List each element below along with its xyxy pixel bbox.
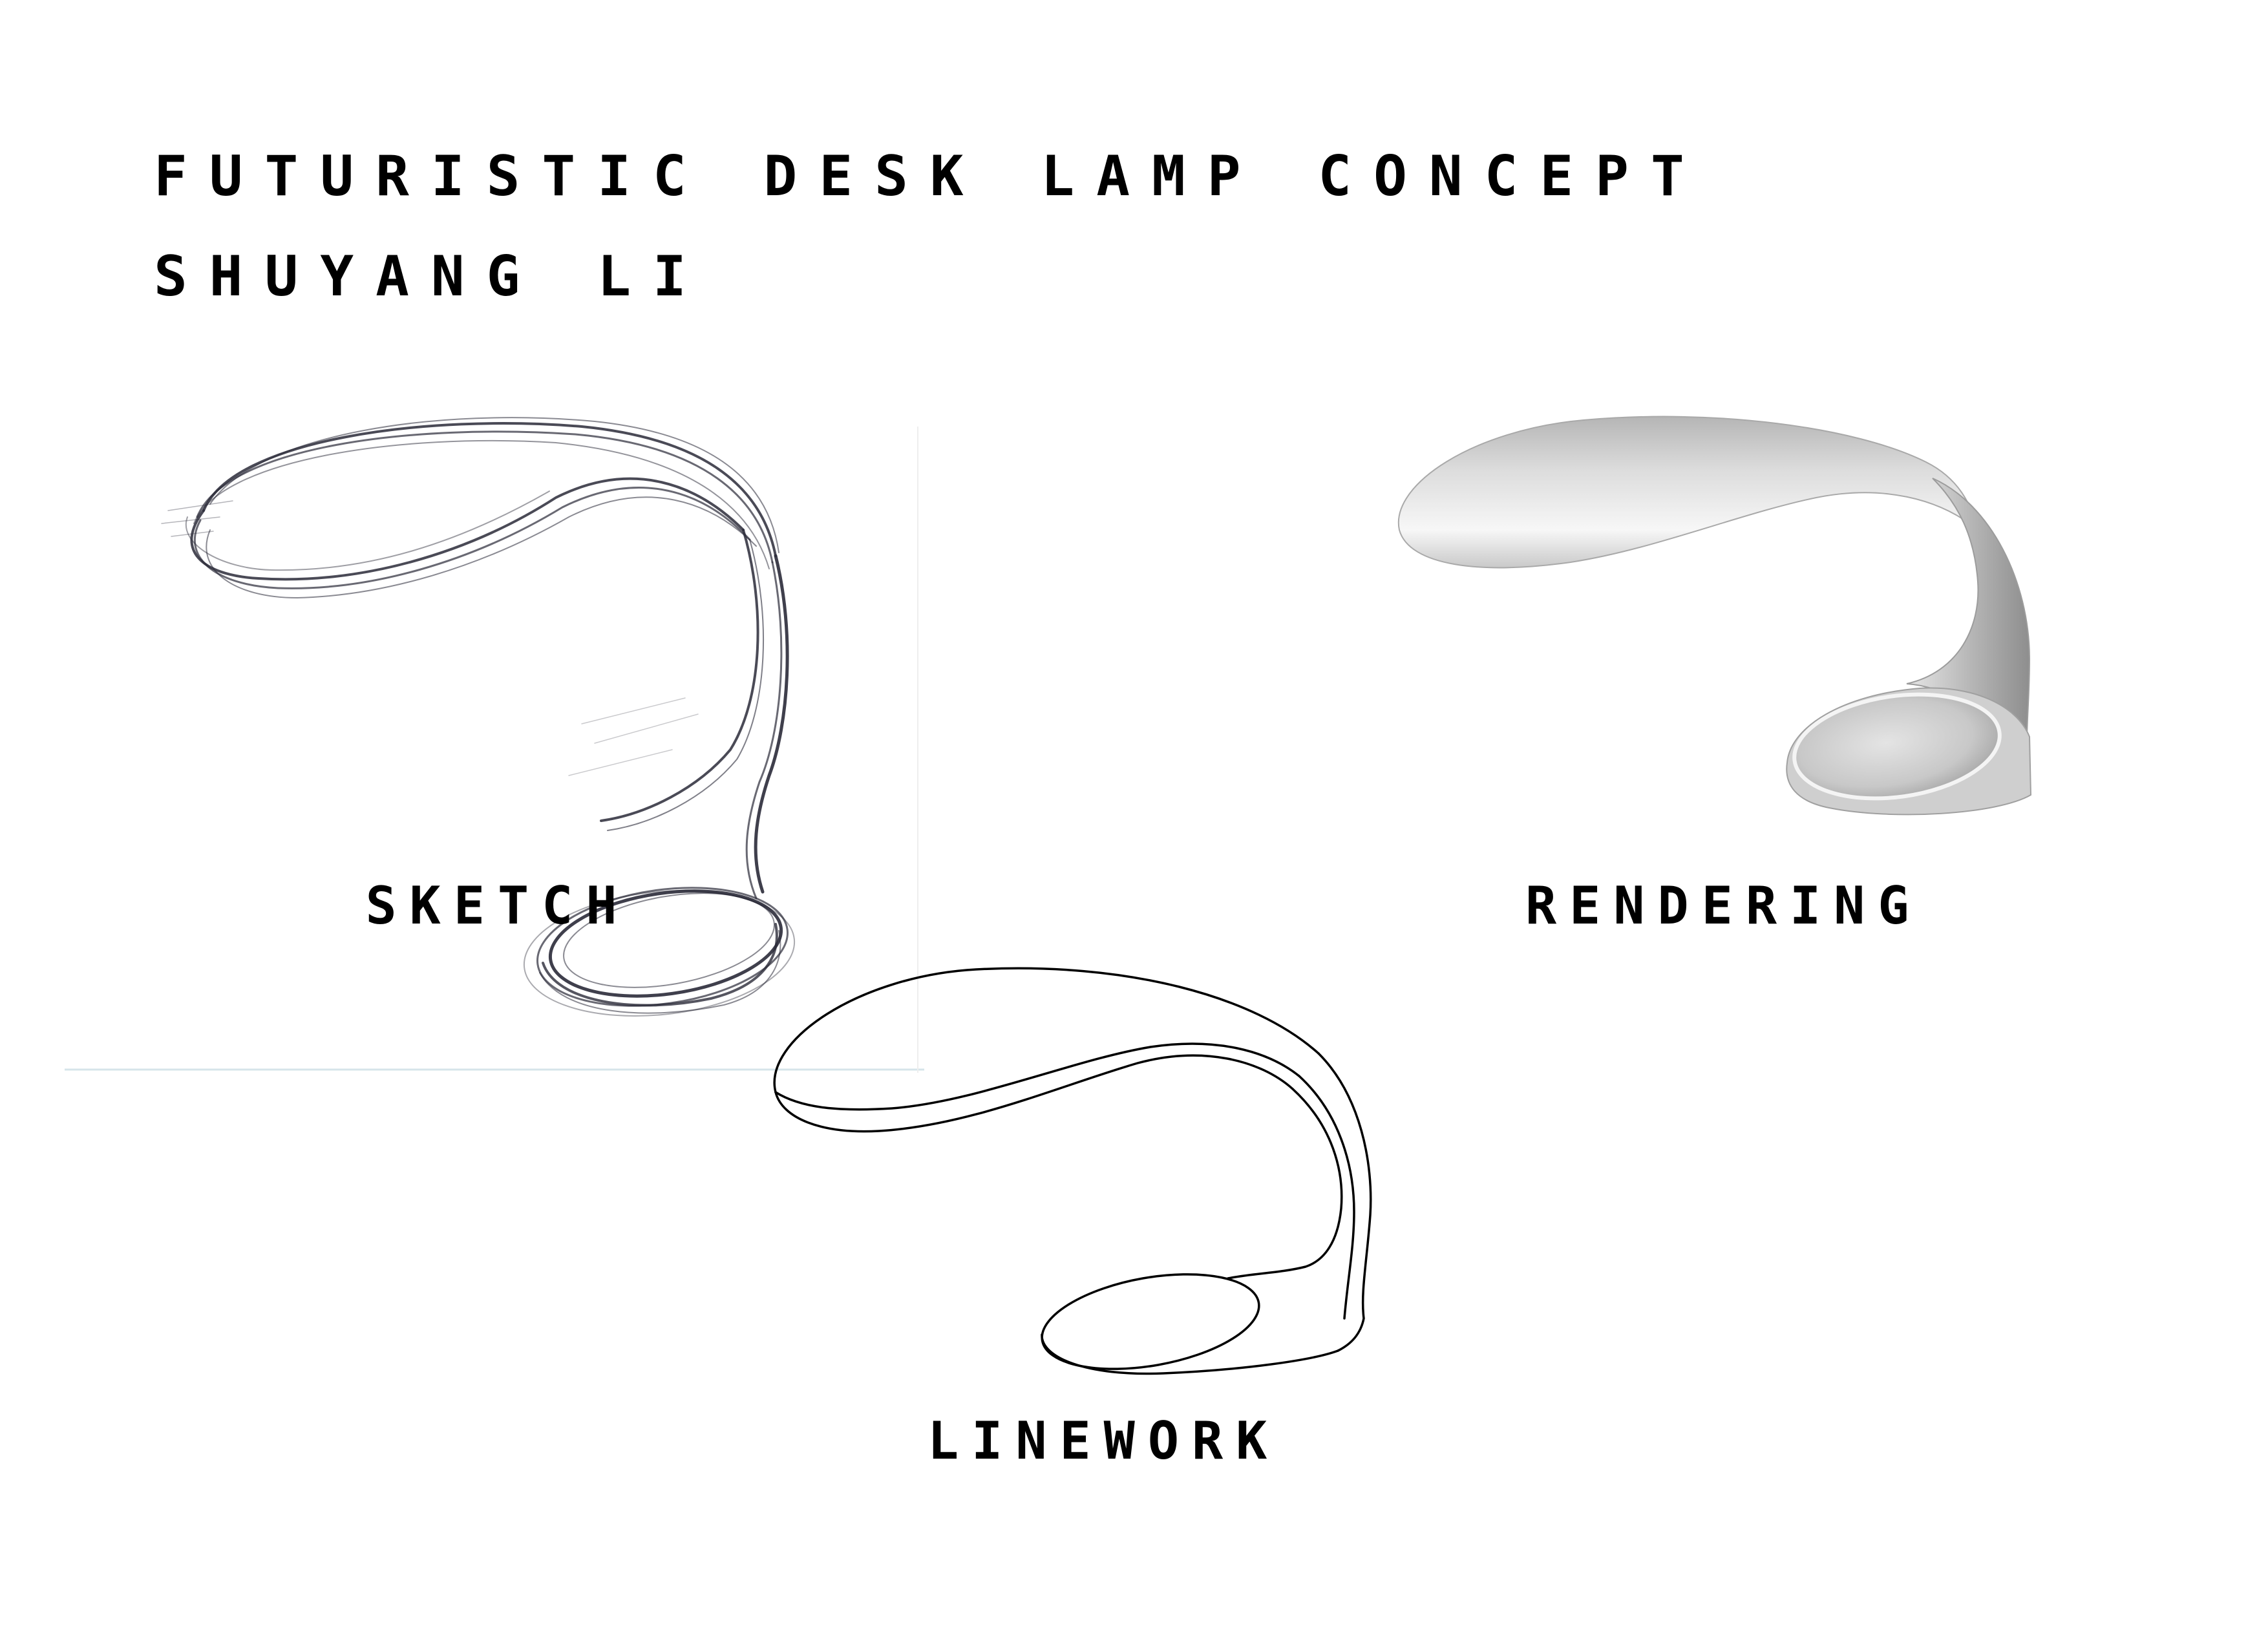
page-title: FUTURISTIC DESK LAMP CONCEPT bbox=[154, 144, 1706, 209]
linework-strokes bbox=[773, 967, 1372, 1375]
lamp-head-shape bbox=[1397, 416, 1979, 569]
rendering-image bbox=[1397, 416, 2032, 816]
linework-panel bbox=[763, 956, 1409, 1383]
linework-drawing bbox=[773, 967, 1372, 1375]
sketch-panel bbox=[65, 362, 924, 1099]
sketch-caption: SKETCH bbox=[365, 876, 630, 936]
lamp-base-plate bbox=[1792, 692, 2002, 801]
sketch-strokes bbox=[161, 417, 796, 1017]
sketch-drawing bbox=[65, 417, 924, 1073]
author-name: SHUYANG LI bbox=[154, 244, 708, 309]
linework-caption: LINEWORK bbox=[927, 1411, 1280, 1471]
rendering-panel bbox=[1377, 401, 2081, 847]
rendering-caption: RENDERING bbox=[1525, 876, 1922, 936]
